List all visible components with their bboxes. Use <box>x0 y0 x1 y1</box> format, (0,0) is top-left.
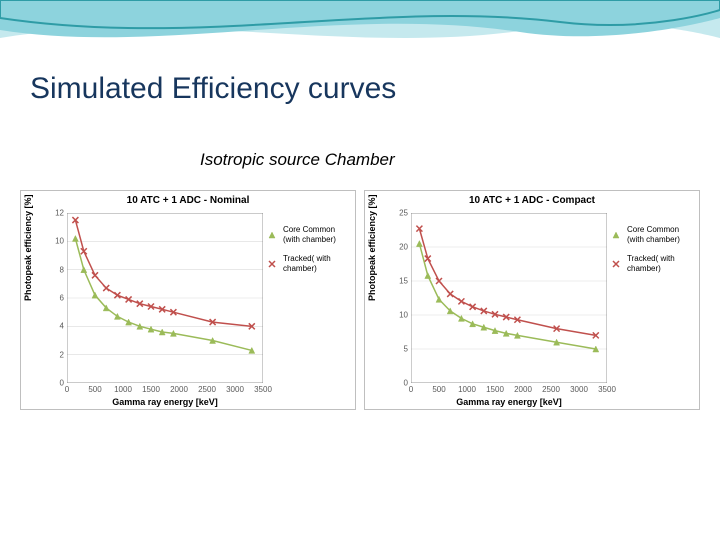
y-tick: 25 <box>399 209 411 218</box>
legend-label: Core Common (with chamber) <box>283 225 349 244</box>
chart-title: 10 ATC + 1 ADC - Nominal <box>21 191 355 206</box>
legend: Core Common (with chamber) Tracked( with … <box>265 225 349 283</box>
chart-title: 10 ATC + 1 ADC - Compact <box>365 191 699 206</box>
x-tick: 2000 <box>170 383 188 394</box>
y-tick: 5 <box>404 345 411 354</box>
chart-compact: 10 ATC + 1 ADC - CompactPhotopeak effici… <box>364 190 700 410</box>
y-tick: 15 <box>399 277 411 286</box>
legend-item: Tracked( with chamber) <box>265 254 349 273</box>
y-tick: 2 <box>60 350 67 359</box>
legend-label: Tracked( with chamber) <box>627 254 693 273</box>
x-tick: 500 <box>88 383 101 394</box>
banner-wave <box>0 0 720 60</box>
x-tick: 3000 <box>226 383 244 394</box>
plot-area: 05101520250500100015002000250030003500 <box>411 213 607 383</box>
slide-subtitle: Isotropic source Chamber <box>200 150 395 170</box>
legend-label: Tracked( with chamber) <box>283 254 349 273</box>
triangle-marker-icon <box>265 230 279 240</box>
x-tick: 3500 <box>254 383 272 394</box>
x-tick: 3500 <box>598 383 616 394</box>
x-tick: 2000 <box>514 383 532 394</box>
y-axis-label: Photopeak efficiency [%] <box>367 194 377 301</box>
y-tick: 8 <box>60 265 67 274</box>
x-tick: 1000 <box>458 383 476 394</box>
x-axis-label: Gamma ray energy [keV] <box>67 397 263 407</box>
x-tick: 2500 <box>542 383 560 394</box>
legend-label: Core Common (with chamber) <box>627 225 693 244</box>
x-tick: 3000 <box>570 383 588 394</box>
chart-nominal: 10 ATC + 1 ADC - NominalPhotopeak effici… <box>20 190 356 410</box>
triangle-marker-icon <box>609 230 623 240</box>
y-tick: 4 <box>60 322 67 331</box>
x-tick: 1500 <box>142 383 160 394</box>
y-tick: 6 <box>60 294 67 303</box>
charts-row: 10 ATC + 1 ADC - NominalPhotopeak effici… <box>20 190 700 410</box>
legend-item: Core Common (with chamber) <box>609 225 693 244</box>
legend-item: Core Common (with chamber) <box>265 225 349 244</box>
x-axis-label: Gamma ray energy [keV] <box>411 397 607 407</box>
y-axis-label: Photopeak efficiency [%] <box>23 194 33 301</box>
legend-item: Tracked( with chamber) <box>609 254 693 273</box>
y-tick: 12 <box>55 209 67 218</box>
y-tick: 20 <box>399 243 411 252</box>
x-tick: 0 <box>409 383 413 394</box>
y-tick: 10 <box>55 237 67 246</box>
slide: Simulated Efficiency curves Isotropic so… <box>0 0 720 540</box>
x-tick: 0 <box>65 383 69 394</box>
x-marker-icon <box>265 259 279 269</box>
x-tick: 500 <box>432 383 445 394</box>
legend: Core Common (with chamber) Tracked( with … <box>609 225 693 283</box>
x-marker-icon <box>609 259 623 269</box>
x-tick: 2500 <box>198 383 216 394</box>
slide-title: Simulated Efficiency curves <box>30 72 396 106</box>
x-tick: 1000 <box>114 383 132 394</box>
x-tick: 1500 <box>486 383 504 394</box>
y-tick: 10 <box>399 311 411 320</box>
plot-area: 0246810120500100015002000250030003500 <box>67 213 263 383</box>
